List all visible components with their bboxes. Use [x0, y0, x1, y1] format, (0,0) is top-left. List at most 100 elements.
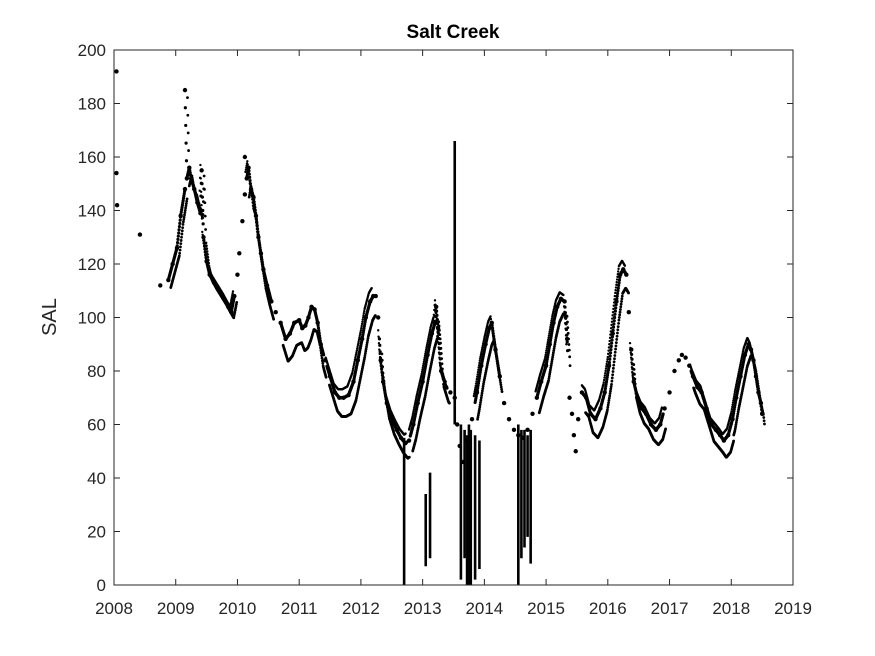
data-point — [178, 221, 182, 225]
data-point — [251, 191, 254, 194]
data-point — [760, 411, 764, 415]
y-tick-label: 120 — [78, 255, 106, 274]
data-point — [495, 358, 499, 361]
data-point — [426, 343, 429, 346]
data-point — [494, 351, 497, 354]
data-point — [199, 163, 202, 167]
data-point — [492, 339, 496, 342]
data-point — [482, 340, 485, 344]
data-point — [175, 241, 180, 245]
data-point — [232, 295, 236, 299]
data-point — [482, 339, 486, 342]
data-point — [378, 350, 382, 354]
data-point — [197, 205, 201, 209]
data-point — [420, 370, 424, 374]
data-point — [204, 228, 208, 231]
data-point — [258, 244, 261, 248]
data-point — [493, 341, 496, 345]
data-point — [378, 355, 382, 359]
data-point — [550, 319, 553, 322]
data-point — [613, 357, 616, 361]
data-point — [608, 392, 612, 395]
data-point — [201, 208, 205, 213]
data-point — [184, 159, 189, 163]
data-point — [762, 416, 766, 419]
data-point — [181, 220, 185, 224]
data-point — [567, 343, 571, 346]
data-point — [177, 228, 181, 232]
x-tick-label: 2018 — [712, 599, 750, 618]
data-point — [738, 368, 741, 372]
data-point — [608, 357, 612, 361]
data-point — [753, 369, 757, 372]
data-point — [630, 366, 634, 369]
data-point — [426, 339, 430, 342]
data-point — [609, 348, 613, 352]
data-point — [259, 254, 263, 257]
data-point — [500, 390, 504, 394]
data-point — [424, 348, 428, 352]
data-point — [200, 195, 204, 199]
data-point — [356, 343, 360, 347]
data-point — [753, 367, 756, 370]
data-point — [437, 351, 441, 354]
data-point — [490, 325, 494, 329]
data-point — [273, 309, 278, 315]
data-point — [202, 245, 206, 248]
data-point — [479, 400, 482, 404]
data-point — [242, 192, 248, 197]
data-point — [421, 368, 424, 372]
data-point — [564, 334, 568, 337]
data-point — [248, 179, 251, 182]
data-point — [491, 328, 494, 332]
data-point — [438, 361, 441, 365]
data-point — [606, 403, 610, 407]
data-point — [247, 176, 251, 179]
data-point — [479, 398, 483, 402]
data-point — [616, 270, 620, 273]
data-point — [363, 354, 367, 357]
data-point — [617, 316, 621, 319]
data-point — [553, 342, 557, 346]
data-point — [183, 106, 187, 110]
data-point — [203, 187, 206, 191]
data-point — [610, 335, 614, 339]
data-point — [179, 242, 183, 246]
data-point — [361, 320, 364, 323]
data-point — [365, 345, 368, 349]
data-point — [759, 405, 762, 408]
data-point — [473, 392, 476, 396]
data-point — [373, 314, 377, 317]
data-point — [475, 377, 479, 381]
data-point — [437, 341, 440, 344]
data-point — [615, 283, 618, 287]
data-point — [379, 365, 383, 368]
data-point — [662, 406, 667, 411]
data-point — [474, 382, 478, 385]
data-point — [383, 386, 386, 390]
data-point — [551, 353, 555, 357]
data-point — [615, 338, 619, 341]
data-point — [479, 355, 482, 358]
data-point — [614, 347, 617, 351]
data-point — [354, 356, 357, 360]
data-point — [475, 380, 478, 383]
data-point — [731, 401, 735, 404]
data-point — [478, 361, 481, 365]
y-tick-label: 0 — [97, 576, 106, 595]
data-point — [184, 202, 188, 205]
data-point — [198, 207, 203, 211]
data-point — [237, 251, 242, 256]
data-point — [607, 346, 611, 349]
data-point — [664, 427, 667, 431]
data-point — [552, 347, 556, 350]
data-point — [752, 362, 755, 365]
data-point — [203, 250, 207, 254]
data-point — [610, 376, 614, 380]
chart-title: Salt Creek — [407, 22, 500, 43]
y-axis: 0 20 40 60 80 100 120 140 160 180 200 — [78, 41, 793, 595]
data-point — [259, 249, 262, 253]
data-point — [436, 335, 440, 339]
data-point — [760, 407, 764, 412]
data-point — [184, 206, 188, 210]
